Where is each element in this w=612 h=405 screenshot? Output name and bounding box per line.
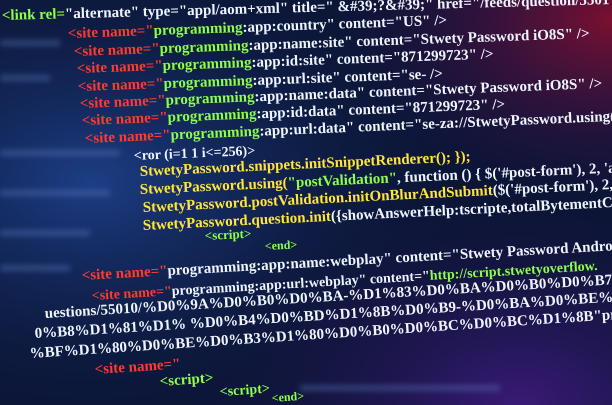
code-token: <site name=": [84, 127, 170, 147]
code-token: <site name=": [77, 58, 163, 77]
code-token: programming: [159, 38, 249, 57]
code-token: ($('#post-form'), 2, 'ans: [492, 176, 612, 199]
code-line: <site name="programming:app:country" con…: [68, 13, 448, 42]
code-token: :app:country" content="US" />: [242, 13, 447, 36]
code-line: <end>: [264, 237, 297, 253]
code-token: <site name=": [80, 93, 166, 112]
code-line: <site name="programming:app:url:site" co…: [78, 66, 443, 95]
code-line: <ror (i=1 1 i<=256)>: [134, 144, 256, 164]
code-token: <site name=": [78, 76, 164, 95]
code-token: StwetyPassword.using(: [139, 175, 288, 198]
code-token: <link rel=: [2, 6, 65, 24]
code-token: <site name=": [81, 263, 168, 284]
code-token: <end>: [264, 237, 297, 253]
code-token: <site name=": [91, 284, 172, 304]
code-token: programming:app:id:webplay" content=": [601, 290, 612, 324]
code-line: <script>: [219, 382, 270, 400]
code-token: <site name=": [94, 356, 181, 378]
code-token: programming: [170, 124, 260, 144]
code-token: <ror (i=1 1 i<=256)>: [134, 144, 256, 164]
code-token: <site name=": [68, 23, 154, 42]
code-token: <end>: [271, 389, 304, 405]
code-token: :app:url:site" content="se- />: [252, 66, 443, 89]
code-token: "postValidation": [287, 170, 397, 191]
code-token: programming: [163, 73, 253, 92]
code-token: <script>: [159, 370, 214, 390]
code-line: <site name=": [94, 356, 181, 378]
code-token: <script>: [219, 382, 270, 400]
code-line: <end>: [271, 389, 304, 405]
code-token: programming: [165, 89, 255, 108]
code-token: <site name=": [74, 41, 160, 60]
blurred-code: [0, 40, 500, 391]
code-token: programming: [153, 20, 243, 39]
code-token: programming: [167, 106, 257, 125]
code-token: programming: [162, 55, 252, 74]
code-line: <script>: [204, 226, 251, 243]
code-token: <site name=": [82, 110, 168, 129]
code-line: <script>: [159, 370, 214, 390]
code-token: <script>: [204, 226, 251, 243]
